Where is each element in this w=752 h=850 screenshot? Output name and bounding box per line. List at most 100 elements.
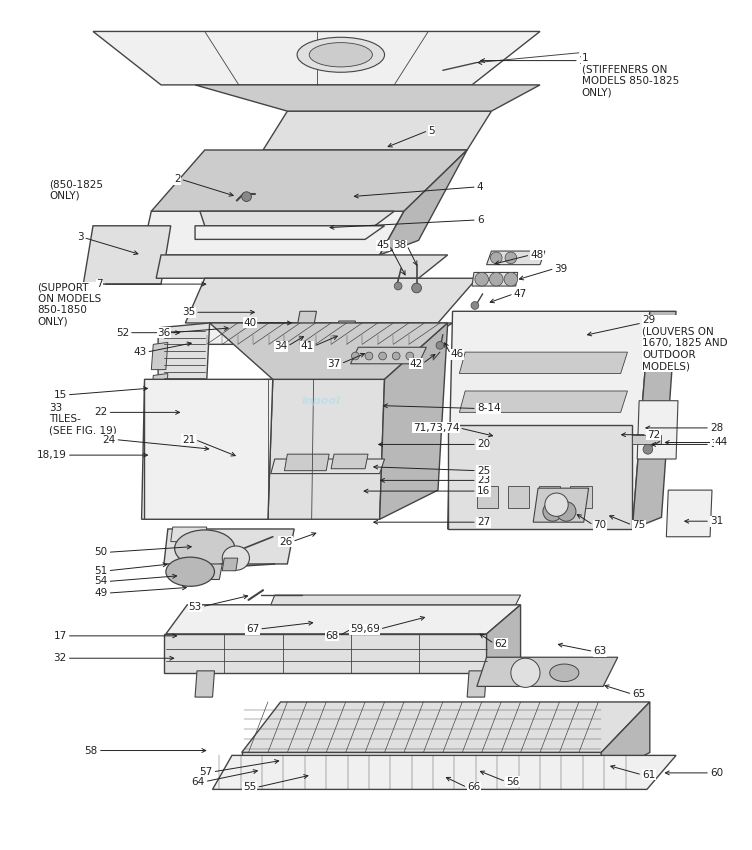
Polygon shape [632,311,676,529]
Text: 37: 37 [328,359,341,369]
Ellipse shape [297,37,384,72]
Polygon shape [602,702,650,778]
Polygon shape [477,486,499,507]
Text: 72: 72 [647,430,660,439]
Text: 32: 32 [53,653,67,663]
Ellipse shape [166,557,214,586]
Polygon shape [223,558,238,570]
Text: 44: 44 [715,438,728,447]
Text: 27: 27 [477,517,490,527]
Text: 5: 5 [428,126,435,135]
Text: inpool: inpool [302,396,341,405]
Text: 20: 20 [477,439,490,450]
Circle shape [412,283,421,293]
Polygon shape [158,323,210,382]
Polygon shape [508,486,529,507]
Text: 38: 38 [393,241,407,250]
Polygon shape [213,756,676,790]
Circle shape [394,282,402,290]
Polygon shape [472,273,517,286]
Circle shape [543,502,562,521]
Text: 33
TILES-
(SEE FIG. 19): 33 TILES- (SEE FIG. 19) [50,403,117,436]
Text: 18,19: 18,19 [37,450,67,460]
Text: 29
(LOUVERS ON
1670, 1825 AND
OUTDOOR
MODELS): 29 (LOUVERS ON 1670, 1825 AND OUTDOOR MO… [642,315,728,371]
Text: 63: 63 [593,646,607,656]
Circle shape [504,273,517,286]
Polygon shape [93,31,540,85]
Text: 35: 35 [182,308,195,317]
Circle shape [351,352,359,360]
Text: 45: 45 [376,241,390,250]
Text: 40: 40 [243,318,256,328]
Polygon shape [144,379,273,519]
Polygon shape [171,564,223,580]
Text: 2: 2 [174,174,180,184]
Polygon shape [284,454,329,471]
Polygon shape [263,111,491,150]
Text: 67: 67 [246,624,259,634]
Text: 59,69: 59,69 [350,624,380,634]
Circle shape [379,352,387,360]
Circle shape [511,658,540,688]
Text: 28: 28 [710,423,723,433]
Polygon shape [151,373,168,400]
Text: 54: 54 [94,576,108,586]
Polygon shape [459,391,627,412]
Text: 58: 58 [85,745,98,756]
Text: 17: 17 [53,631,67,641]
Text: 21: 21 [182,434,195,445]
Circle shape [241,192,251,201]
Text: 7: 7 [96,279,103,289]
Polygon shape [200,211,394,226]
Polygon shape [200,323,453,344]
Text: 60: 60 [710,768,723,778]
Polygon shape [297,311,317,327]
Text: 62: 62 [494,638,508,649]
Text: 3: 3 [77,232,83,242]
Ellipse shape [174,530,235,567]
Text: 34: 34 [274,342,287,351]
Circle shape [365,352,373,360]
Polygon shape [210,323,447,379]
Text: 70: 70 [593,520,607,530]
Polygon shape [487,251,545,264]
Text: 26: 26 [279,536,293,547]
Text: 50: 50 [95,547,108,558]
Polygon shape [164,529,294,564]
Polygon shape [166,604,520,634]
Text: 48: 48 [530,250,544,260]
Polygon shape [487,604,520,673]
Text: 56: 56 [506,777,519,786]
Circle shape [490,252,502,264]
Text: 1
(STIFFENERS ON
MODELS 850-1825
ONLY): 1 (STIFFENERS ON MODELS 850-1825 ONLY) [582,53,679,98]
Circle shape [556,502,576,521]
Polygon shape [666,490,712,536]
Text: 47: 47 [514,289,527,299]
Text: 49: 49 [94,588,108,598]
Circle shape [643,445,653,454]
Polygon shape [477,657,617,687]
Text: 53: 53 [189,602,202,612]
Text: 55: 55 [243,783,256,792]
Text: 8-14: 8-14 [477,404,501,413]
Polygon shape [271,595,520,604]
Ellipse shape [550,664,579,682]
Circle shape [475,273,489,286]
Text: (SUPPORT
ON MODELS
850-1850
ONLY): (SUPPORT ON MODELS 850-1850 ONLY) [38,282,101,327]
Polygon shape [241,752,602,778]
Text: 52: 52 [116,328,129,337]
Polygon shape [141,379,273,519]
Text: 23: 23 [477,475,490,485]
Text: 24: 24 [102,434,115,445]
Text: 75: 75 [632,520,645,530]
Text: 25: 25 [477,466,490,476]
Circle shape [505,252,517,264]
Polygon shape [185,278,477,323]
Polygon shape [241,702,650,752]
Polygon shape [268,379,384,519]
Text: 29: 29 [642,318,655,328]
Polygon shape [632,434,662,445]
Polygon shape [164,634,487,673]
Text: 41: 41 [300,342,314,351]
Text: 4: 4 [477,182,484,192]
